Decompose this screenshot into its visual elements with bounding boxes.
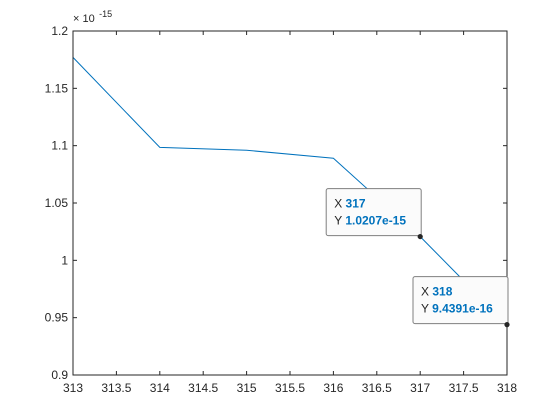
datatip-y-key: Y	[334, 214, 345, 228]
datatip-box	[412, 276, 509, 325]
x-tick-label: 316.5	[362, 381, 392, 395]
x-tick-label: 314.5	[188, 381, 218, 395]
y-exponent-label: × 10 -15	[73, 9, 112, 26]
y-tick-label: 1.2	[51, 24, 68, 38]
datatip-y-key: Y	[421, 302, 432, 316]
axes-box	[72, 30, 508, 376]
y-tick-label: 1.05	[45, 196, 69, 210]
y-tick-label: 1.1	[51, 139, 68, 153]
datatip-x-value: 317	[346, 197, 366, 211]
y-tick-label: 1.15	[45, 81, 69, 95]
x-tick-label: 317	[410, 381, 430, 395]
x-tick-label: 313.5	[101, 381, 131, 395]
x-tick-label: 318	[497, 381, 517, 395]
datatip-y-row: Y 9.4391e-16	[421, 302, 493, 316]
datatip-x-row: X 318	[421, 285, 453, 299]
datatip-box	[325, 188, 422, 237]
x-tick-label: 314	[150, 381, 170, 395]
y-tick-label: 0.95	[45, 311, 69, 325]
x-tick-label: 313	[63, 381, 83, 395]
datatip-x-key: X	[421, 285, 432, 299]
x-tick-label: 315.5	[275, 381, 305, 395]
x-tick-label: 317.5	[449, 381, 479, 395]
datatip-x-row: X 317	[334, 197, 366, 211]
y-tick-label: 0.9	[51, 368, 68, 382]
series-line	[72, 57, 508, 326]
datatip-x-value: 318	[432, 285, 452, 299]
datatip-marker[interactable]	[417, 233, 423, 240]
y-tick-label: 1	[61, 253, 68, 267]
datatip-x-key: X	[334, 197, 345, 211]
x-tick-label: 316	[323, 381, 343, 395]
datatip-y-value: 1.0207e-15	[345, 214, 406, 228]
datatip-marker[interactable]	[504, 322, 510, 328]
datatip-y-value: 9.4391e-16	[432, 302, 493, 316]
datatip-y-row: Y 1.0207e-15	[334, 214, 406, 228]
x-tick-label: 315	[237, 381, 257, 395]
